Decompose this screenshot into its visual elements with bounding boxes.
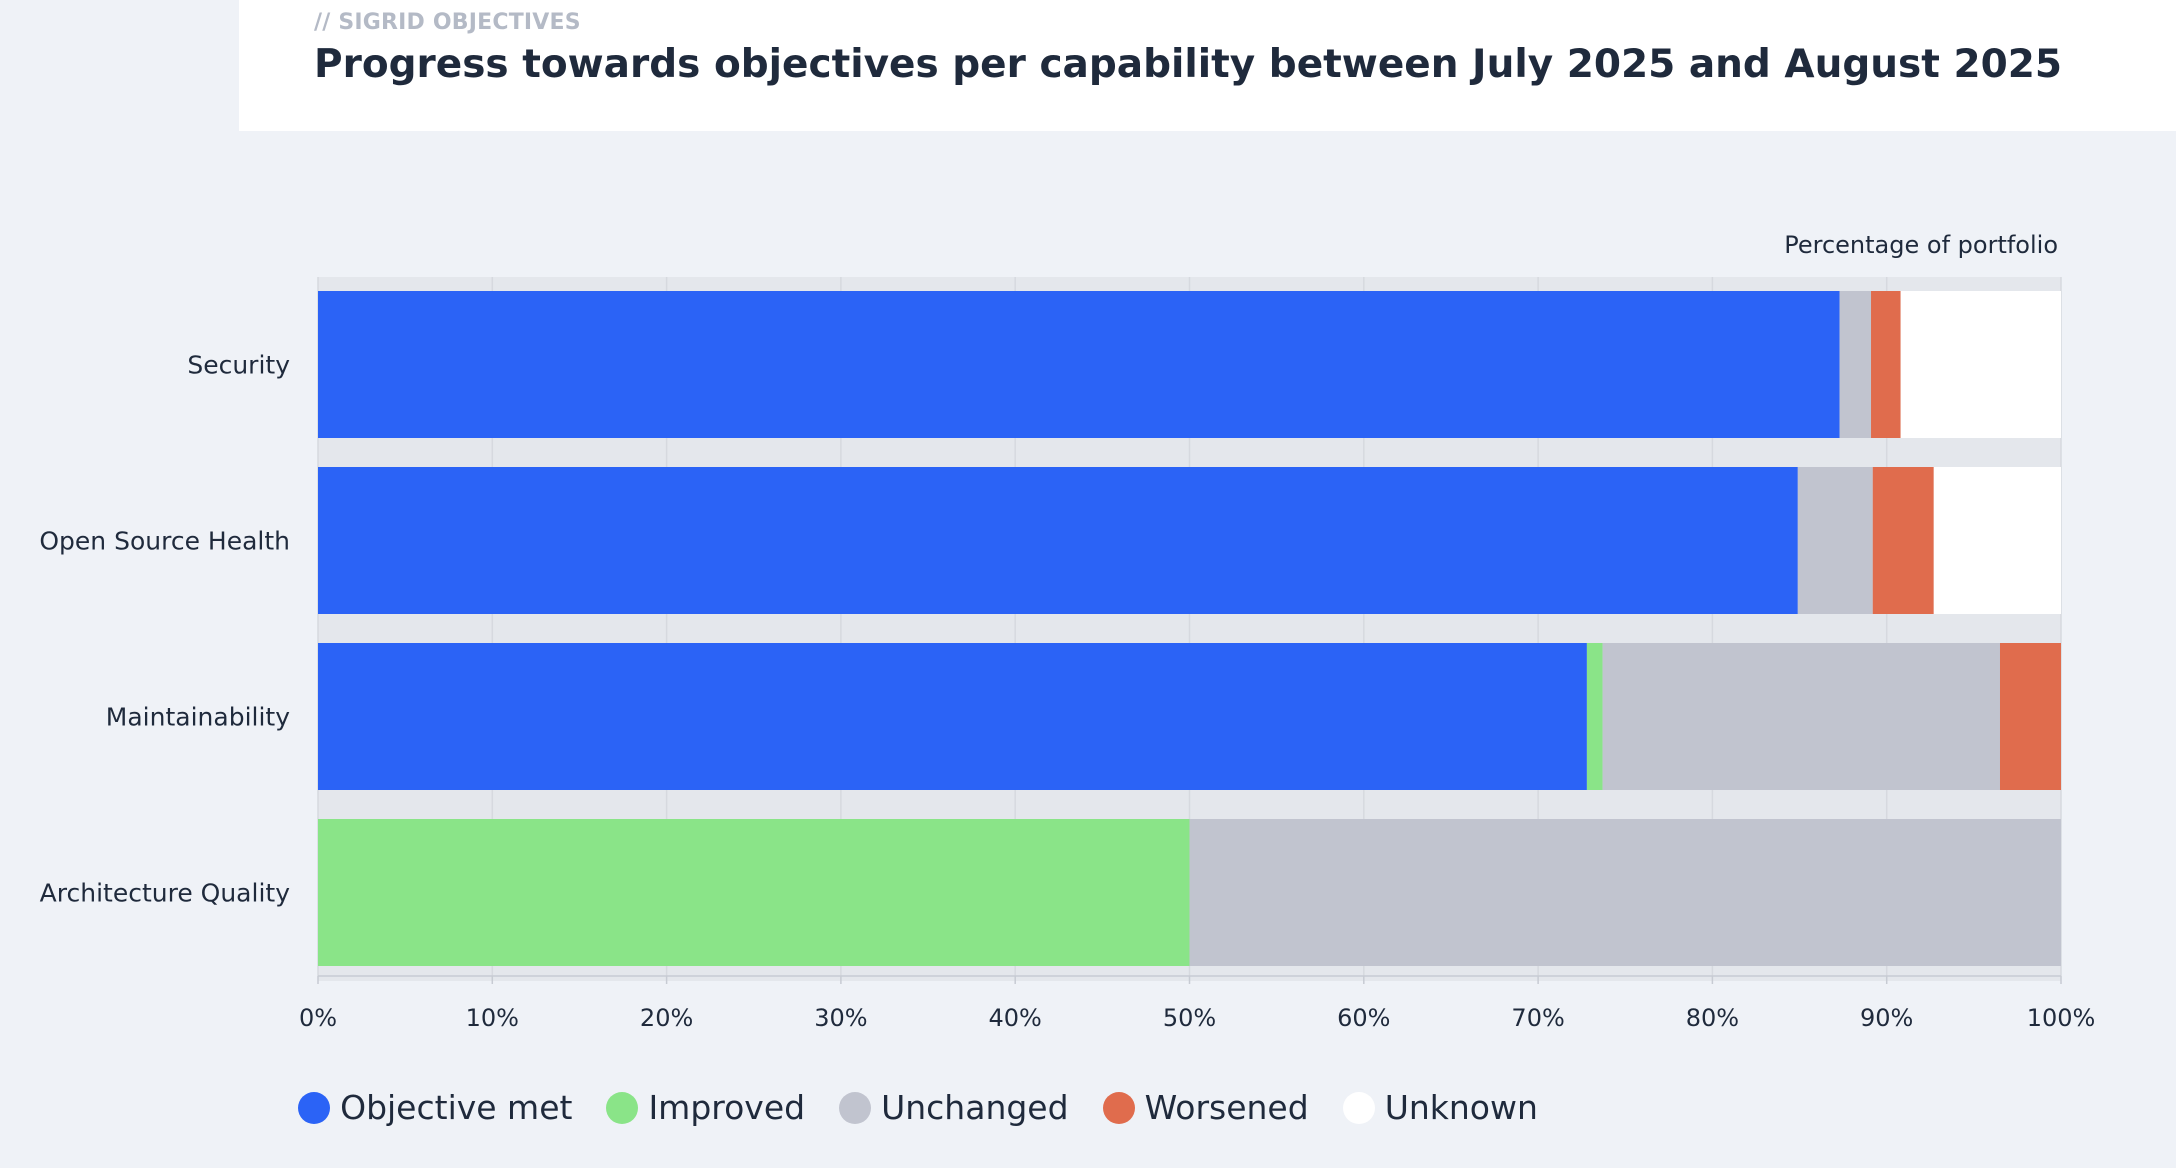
bar-segment bbox=[1189, 819, 2061, 966]
category-label: Architecture Quality bbox=[40, 879, 291, 908]
bar-segment bbox=[318, 819, 1190, 966]
chart-legend: Objective met Improved Unchanged Worsened Un… bbox=[0, 1088, 2176, 1127]
eyebrow-label: // SIGRID OBJECTIVES bbox=[314, 10, 581, 35]
legend-label: Unchanged bbox=[881, 1088, 1069, 1127]
bar-segment bbox=[318, 467, 1798, 614]
legend-swatch bbox=[298, 1091, 331, 1124]
x-tick-label: 80% bbox=[1686, 1004, 1739, 1032]
legend-item[interactable]: Objective met bbox=[298, 1088, 572, 1127]
category-label: Open Source Health bbox=[39, 527, 290, 556]
x-tick-label: 100% bbox=[2027, 1004, 2096, 1032]
legend-label: Unknown bbox=[1384, 1088, 1538, 1127]
legend-item[interactable]: Worsened bbox=[1102, 1088, 1309, 1127]
legend-label: Objective met bbox=[340, 1088, 573, 1127]
x-tick-label: 90% bbox=[1860, 1004, 1913, 1032]
bar-segment bbox=[1900, 291, 2061, 438]
category-label: Security bbox=[187, 351, 290, 380]
category-label: Maintainability bbox=[106, 703, 290, 732]
bar-segment bbox=[1839, 291, 1872, 438]
legend-swatch bbox=[839, 1091, 872, 1124]
legend-label: Worsened bbox=[1144, 1088, 1309, 1127]
legend-label: Improved bbox=[648, 1088, 806, 1127]
x-tick-label: 40% bbox=[989, 1004, 1042, 1032]
bar-segment bbox=[1797, 467, 1873, 614]
bar-segment bbox=[318, 291, 1840, 438]
legend-item[interactable]: Unchanged bbox=[839, 1088, 1069, 1127]
header-panel bbox=[239, 0, 2176, 131]
x-tick-label: 0% bbox=[299, 1004, 337, 1032]
x-tick-label: 30% bbox=[814, 1004, 867, 1032]
bar-segment bbox=[1871, 291, 1901, 438]
bar-segment bbox=[1602, 643, 2000, 790]
x-tick-label: 60% bbox=[1337, 1004, 1390, 1032]
x-tick-label: 70% bbox=[1511, 1004, 1564, 1032]
x-tick-label: 50% bbox=[1163, 1004, 1216, 1032]
legend-swatch bbox=[606, 1091, 639, 1124]
axis-caption: Percentage of portfolio bbox=[1784, 231, 2058, 259]
x-tick-label: 20% bbox=[640, 1004, 693, 1032]
bar-segment bbox=[318, 643, 1587, 790]
x-tick-label: 10% bbox=[466, 1004, 519, 1032]
legend-item[interactable]: Unknown bbox=[1342, 1088, 1538, 1127]
legend-swatch bbox=[1342, 1091, 1375, 1124]
bar-segment bbox=[1933, 467, 2061, 614]
bar-segment bbox=[1586, 643, 1603, 790]
bar-segment bbox=[1999, 643, 2061, 790]
legend-item[interactable]: Improved bbox=[606, 1088, 805, 1127]
bar-segment bbox=[1872, 467, 1934, 614]
page-title: Progress towards objectives per capabili… bbox=[314, 42, 2063, 87]
legend-swatch bbox=[1102, 1091, 1135, 1124]
